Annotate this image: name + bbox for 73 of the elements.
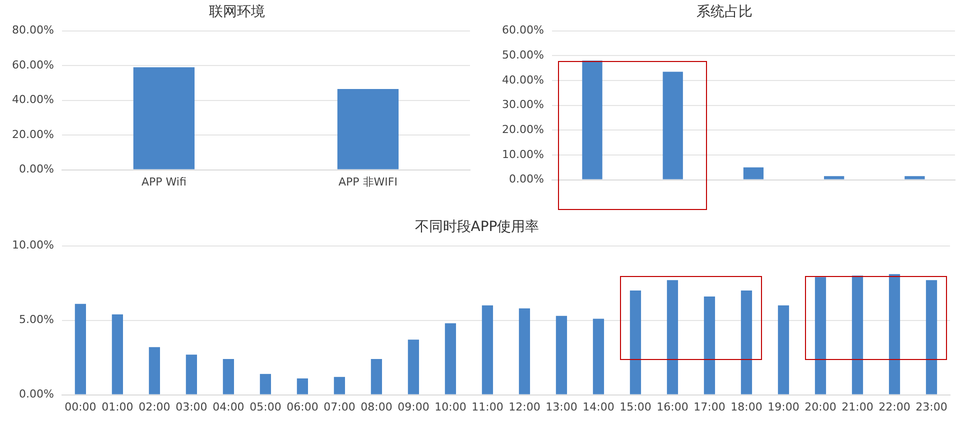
y-tick-label: 10.00% bbox=[12, 238, 54, 252]
x-tick-label: 13:00 bbox=[546, 400, 578, 414]
y-tick-label: 20.00% bbox=[12, 128, 54, 141]
bar bbox=[778, 305, 790, 394]
y-tick-label: 40.00% bbox=[12, 93, 54, 106]
bar bbox=[370, 359, 382, 394]
x-tick-label: 00:00 bbox=[64, 400, 96, 414]
bar bbox=[148, 347, 160, 394]
y-tick-label: 60.00% bbox=[12, 58, 54, 72]
x-tick-label: 08:00 bbox=[360, 400, 392, 414]
chart-title: 不同时段APP使用率 bbox=[414, 219, 540, 236]
bar bbox=[666, 280, 678, 394]
y-tick-label: 5.00% bbox=[18, 313, 54, 326]
bar bbox=[518, 308, 530, 394]
bar bbox=[740, 290, 752, 394]
bar bbox=[74, 304, 86, 394]
x-tick-label: APP Wifi bbox=[141, 175, 186, 188]
chart-title: 联网环境 bbox=[209, 4, 265, 20]
chart-title: 系统占比 bbox=[696, 4, 752, 20]
bar bbox=[926, 280, 938, 394]
bar bbox=[334, 376, 346, 394]
bar bbox=[556, 316, 568, 394]
y-tick-label: 30.00% bbox=[502, 98, 544, 112]
x-tick-label: 09:00 bbox=[398, 400, 430, 414]
x-tick-label: 19:00 bbox=[768, 400, 800, 414]
y-tick-label: 80.00% bbox=[12, 24, 54, 37]
y-tick-label: 40.00% bbox=[502, 73, 544, 86]
x-tick-label: 05:00 bbox=[250, 400, 282, 414]
y-tick-label: 0.00% bbox=[18, 388, 54, 401]
bar bbox=[704, 296, 716, 394]
x-tick-label: 20:00 bbox=[804, 400, 836, 414]
bar bbox=[662, 72, 683, 180]
y-tick-label: 10.00% bbox=[502, 148, 544, 161]
x-tick-label: 07:00 bbox=[324, 400, 356, 414]
y-tick-label: 60.00% bbox=[502, 24, 544, 37]
x-tick-label: APP 非WIFI bbox=[338, 175, 398, 188]
bar bbox=[186, 354, 197, 394]
bar bbox=[592, 318, 604, 394]
bar bbox=[582, 60, 602, 180]
x-tick-label: 02:00 bbox=[138, 400, 170, 414]
bar bbox=[852, 276, 864, 394]
x-tick-label: 23:00 bbox=[916, 400, 948, 414]
x-tick-label: 17:00 bbox=[694, 400, 726, 414]
bar bbox=[814, 277, 826, 394]
bar bbox=[482, 305, 494, 394]
x-tick-label: 18:00 bbox=[730, 400, 762, 414]
y-tick-label: 50.00% bbox=[502, 48, 544, 62]
x-tick-label: 01:00 bbox=[102, 400, 134, 414]
bar bbox=[222, 359, 234, 394]
x-tick-label: 16:00 bbox=[656, 400, 688, 414]
x-tick-label: 06:00 bbox=[286, 400, 318, 414]
bar bbox=[296, 378, 308, 394]
x-tick-label: 11:00 bbox=[472, 400, 504, 414]
y-tick-label: 0.00% bbox=[18, 162, 54, 176]
x-tick-label: 15:00 bbox=[620, 400, 652, 414]
x-tick-label: 12:00 bbox=[508, 400, 540, 414]
x-tick-label: 04:00 bbox=[212, 400, 244, 414]
bar bbox=[444, 323, 456, 394]
x-tick-label: 14:00 bbox=[582, 400, 614, 414]
bar bbox=[630, 290, 642, 394]
x-tick-label: 10:00 bbox=[434, 400, 466, 414]
bar bbox=[743, 167, 764, 180]
y-tick-label: 0.00% bbox=[508, 172, 544, 186]
bar bbox=[888, 274, 900, 394]
bar bbox=[904, 176, 925, 180]
x-tick-label: 22:00 bbox=[878, 400, 910, 414]
x-tick-label: 21:00 bbox=[842, 400, 874, 414]
x-tick-label: 03:00 bbox=[176, 400, 208, 414]
y-tick-label: 20.00% bbox=[502, 122, 544, 136]
bar bbox=[824, 176, 844, 180]
bar bbox=[112, 314, 123, 394]
bar bbox=[408, 340, 420, 394]
bar bbox=[260, 374, 272, 394]
